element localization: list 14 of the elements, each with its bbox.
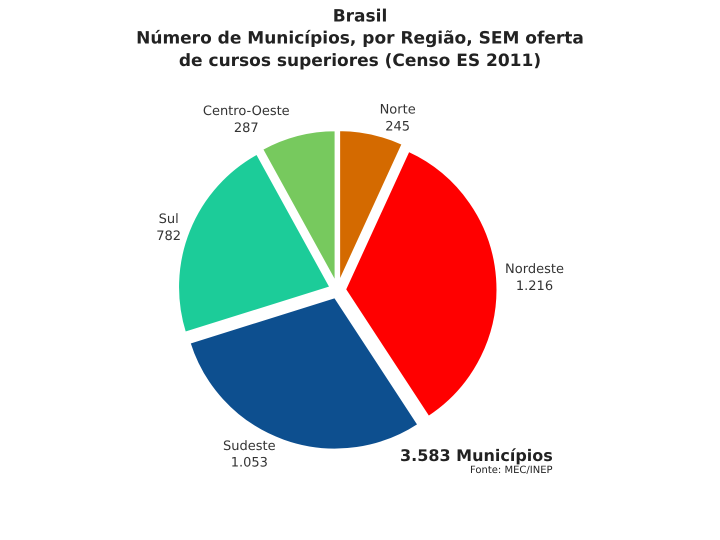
slice-label: Sul — [158, 212, 179, 228]
chart-subtitle: Número de Municípios, por Região, SEM oferta de cursos superiores (Censo ES 2011) — [136, 28, 584, 71]
data-label: 782 — [156, 229, 182, 244]
slice-label: Sudeste — [222, 438, 276, 454]
data-label: 1.053 — [230, 456, 268, 471]
slice-label: Norte — [380, 102, 416, 118]
slice-label: Nordeste — [505, 262, 564, 277]
data-label: 1.216 — [516, 278, 554, 294]
slice-label: Centro-Oeste — [202, 104, 290, 120]
source-note: Fonte: MEC/INEP — [470, 465, 553, 476]
data-label: 287 — [234, 121, 259, 136]
chart-title: Brasil — [332, 6, 388, 27]
text: 3.583 Municípios — [400, 446, 553, 465]
data-label: 245 — [385, 119, 410, 134]
